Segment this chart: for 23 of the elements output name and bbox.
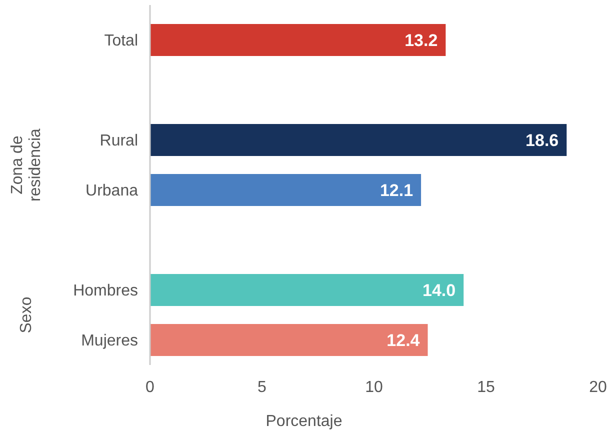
bar	[150, 24, 446, 56]
y-tick-label: Mujeres	[81, 332, 138, 350]
text: Sexo	[18, 296, 35, 334]
x-axis-title: Porcentaje	[266, 413, 342, 430]
data-label: 13.2	[404, 30, 438, 50]
y-tick-label: Total	[104, 32, 138, 50]
data-label: 18.6	[526, 130, 559, 150]
x-tick-label: 5	[258, 379, 267, 396]
x-tick-label: 20	[589, 379, 607, 396]
x-tick-label: 10	[365, 379, 383, 396]
data-label: 14.0	[422, 280, 456, 300]
bar	[150, 124, 567, 156]
bar	[150, 274, 464, 306]
bar	[150, 174, 422, 206]
y-tick-label: Hombres	[73, 282, 138, 300]
y-tick-label: Rural	[100, 132, 138, 150]
x-tick-label: 15	[477, 379, 495, 396]
x-tick-label: 0	[146, 379, 155, 396]
y-tick-label: Urbana	[86, 182, 138, 200]
text: Zona de residencia	[9, 128, 44, 202]
data-label: 12.4	[386, 330, 420, 350]
data-label: 12.1	[380, 180, 414, 200]
bar	[150, 324, 428, 356]
